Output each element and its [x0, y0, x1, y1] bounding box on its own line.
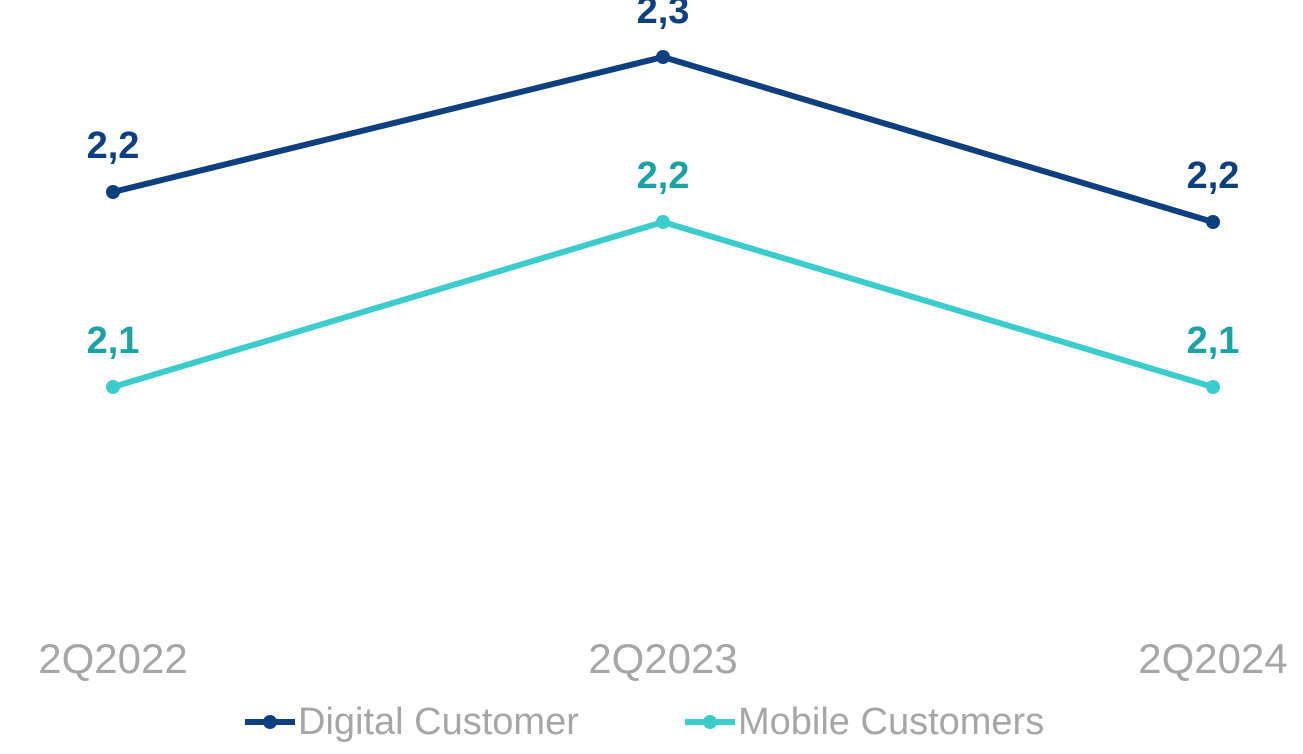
legend-marker	[263, 715, 277, 729]
x-tick-label: 2Q2022	[38, 635, 187, 682]
x-tick-label: 2Q2024	[1138, 635, 1287, 682]
data-label: 2,2	[87, 125, 140, 167]
legend-label: Mobile Customers	[738, 701, 1044, 743]
data-label: 2,2	[637, 155, 690, 197]
legend-marker	[703, 715, 717, 729]
data-point	[656, 50, 670, 64]
data-label: 2,2	[1187, 155, 1240, 197]
data-label: 2,1	[87, 320, 140, 362]
data-point	[106, 380, 120, 394]
series-line	[112, 219, 1214, 390]
legend-label: Digital Customer	[298, 701, 579, 743]
data-point	[1206, 380, 1220, 394]
data-label: 2,3	[637, 0, 690, 32]
data-point	[106, 185, 120, 199]
series-line	[112, 54, 1214, 225]
data-point	[656, 215, 670, 229]
data-label: 2,1	[1187, 320, 1240, 362]
data-point	[1206, 215, 1220, 229]
x-tick-label: 2Q2023	[588, 635, 737, 682]
